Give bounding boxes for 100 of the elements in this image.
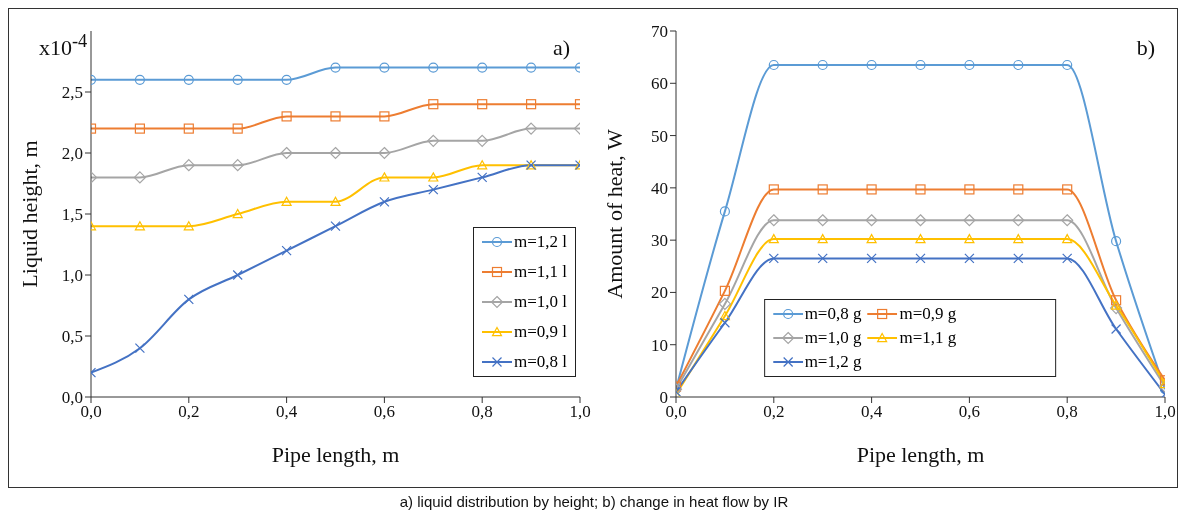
point	[817, 184, 828, 195]
point	[133, 171, 146, 184]
point	[232, 208, 243, 219]
legend-label: m=1,0 l	[513, 292, 567, 312]
point	[866, 184, 877, 195]
y-tick-label: 60	[651, 74, 668, 94]
point	[428, 99, 439, 110]
point	[1111, 323, 1122, 335]
point	[183, 74, 194, 85]
point	[866, 234, 877, 244]
point	[526, 99, 537, 110]
point	[183, 294, 194, 305]
point	[428, 172, 439, 182]
y-tick-label: 40	[651, 178, 668, 198]
y-tick-label: 70	[651, 22, 668, 42]
legend-label: m=0,8 l	[513, 352, 567, 372]
point	[719, 285, 730, 296]
point	[915, 59, 926, 71]
point	[428, 184, 439, 195]
legend-label: m=0,9 l	[513, 322, 567, 342]
x-tick-label: 1,0	[569, 402, 591, 422]
point	[1013, 253, 1024, 264]
legend-label: m=1,2 l	[513, 232, 567, 252]
point	[281, 245, 292, 256]
x-tick-label: 0,0	[665, 402, 687, 422]
point	[379, 111, 390, 122]
point	[329, 146, 342, 160]
x-tick-label: 0,0	[80, 402, 102, 422]
y-tick-label: 20	[651, 283, 668, 303]
x-axis-title: Pipe length, m	[271, 442, 400, 467]
point	[767, 214, 780, 227]
point	[964, 184, 975, 195]
point	[134, 123, 145, 134]
point	[477, 62, 488, 73]
text: a) liquid distribution by height; b) change in heat flow by IR	[398, 493, 790, 510]
annotation: b)	[1136, 35, 1155, 61]
x-tick-label: 0,2	[763, 402, 785, 422]
point	[281, 74, 292, 85]
point	[914, 214, 927, 227]
point	[768, 234, 779, 244]
y-tick-label: 0,5	[61, 327, 83, 347]
point	[232, 269, 243, 281]
x-tick-label: 0,4	[860, 402, 883, 422]
point	[1012, 214, 1025, 227]
point	[915, 253, 926, 264]
legend-label: m=1,0 g	[804, 328, 862, 348]
point	[281, 111, 292, 122]
point	[964, 59, 975, 71]
x-tick-label: 0,6	[373, 402, 396, 422]
point	[232, 123, 243, 134]
point	[477, 160, 488, 170]
y-tick-label: 0	[659, 388, 668, 408]
point	[768, 59, 779, 71]
point	[477, 172, 488, 183]
point	[525, 122, 538, 135]
point	[915, 184, 926, 195]
point	[1013, 184, 1024, 195]
point	[379, 172, 390, 182]
point	[330, 62, 341, 73]
point	[817, 234, 828, 244]
point	[865, 214, 878, 227]
point	[1062, 59, 1073, 71]
legend-label: m=0,8 g	[804, 304, 862, 324]
point	[817, 59, 828, 71]
y-tick-label: 50	[651, 126, 668, 146]
point	[1013, 234, 1024, 244]
point	[231, 159, 244, 172]
point	[134, 221, 145, 231]
point	[817, 253, 828, 264]
point	[232, 74, 243, 85]
point	[1062, 234, 1073, 244]
point	[183, 221, 194, 231]
point	[182, 159, 195, 172]
y-tick-label: 2,5	[61, 83, 83, 103]
point	[816, 214, 829, 227]
point	[1062, 184, 1073, 195]
point	[1013, 59, 1024, 71]
y-tick-label: 30	[651, 231, 668, 251]
point	[526, 62, 537, 73]
point	[330, 196, 341, 206]
point	[378, 146, 391, 160]
x-tick-label: 0,6	[958, 402, 981, 422]
point	[915, 234, 926, 244]
point	[719, 317, 730, 328]
point	[428, 62, 439, 73]
point	[183, 123, 194, 134]
point	[427, 134, 440, 147]
legend-label: m=0,9 g	[899, 304, 957, 324]
point	[379, 196, 390, 207]
point	[281, 196, 292, 206]
point	[964, 253, 975, 264]
point	[866, 59, 877, 71]
point	[1110, 302, 1123, 315]
text: x10$^{-4}$	[39, 31, 88, 62]
point	[280, 146, 293, 160]
point	[719, 310, 730, 321]
point	[477, 99, 488, 110]
point	[134, 74, 145, 85]
legend-label: m=1,2 g	[804, 352, 862, 372]
y-tick-label: 0,0	[61, 388, 83, 408]
